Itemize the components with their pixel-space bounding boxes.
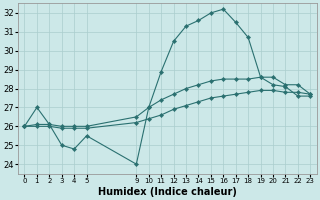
X-axis label: Humidex (Indice chaleur): Humidex (Indice chaleur) <box>98 187 237 197</box>
